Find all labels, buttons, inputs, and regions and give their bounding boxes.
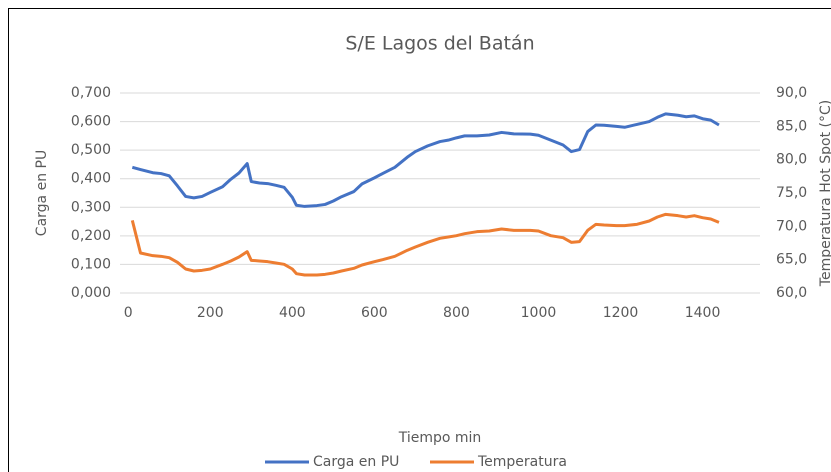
y-tick-label: 0,600 — [71, 114, 111, 130]
y-tick-label: 0,700 — [71, 85, 111, 101]
y-tick-label: 0,100 — [71, 256, 111, 272]
y2-tick-label: 90,0 — [776, 85, 807, 101]
y2-tick-label: 65,0 — [776, 252, 807, 268]
series-line — [131, 112, 720, 208]
legend-label: Temperatura — [477, 454, 567, 470]
x-tick-label: 600 — [361, 305, 388, 321]
chart-border — [8, 8, 831, 472]
x-tick-label: 1200 — [603, 305, 639, 321]
x-tick-label: 0 — [124, 305, 133, 321]
y-tick-label: 0,300 — [71, 199, 111, 215]
y2-tick-label: 75,0 — [776, 185, 807, 201]
y2-tick-label: 85,0 — [776, 118, 807, 134]
y2-tick-label: 70,0 — [776, 218, 807, 234]
x-tick-label: 1000 — [521, 305, 557, 321]
y-axis-title: Carga en PU — [34, 150, 50, 236]
y2-axis-title: Temperatura Hot Spot (°C) — [818, 100, 831, 287]
y2-tick-label: 80,0 — [776, 152, 807, 168]
x-axis-title: Tiempo min — [398, 430, 482, 446]
x-tick-label: 1400 — [685, 305, 721, 321]
x-tick-label: 200 — [197, 305, 224, 321]
y-tick-label: 0,000 — [71, 285, 111, 301]
chart-title: S/E Lagos del Batán — [345, 33, 534, 55]
x-tick-label: 800 — [443, 305, 470, 321]
x-tick-label: 400 — [279, 305, 306, 321]
legend-label: Carga en PU — [313, 454, 399, 470]
y-tick-label: 0,400 — [71, 171, 111, 187]
series-line — [130, 212, 720, 277]
y2-tick-label: 60,0 — [776, 285, 807, 301]
y-tick-label: 0,500 — [71, 142, 111, 158]
y-tick-label: 0,200 — [71, 228, 111, 244]
